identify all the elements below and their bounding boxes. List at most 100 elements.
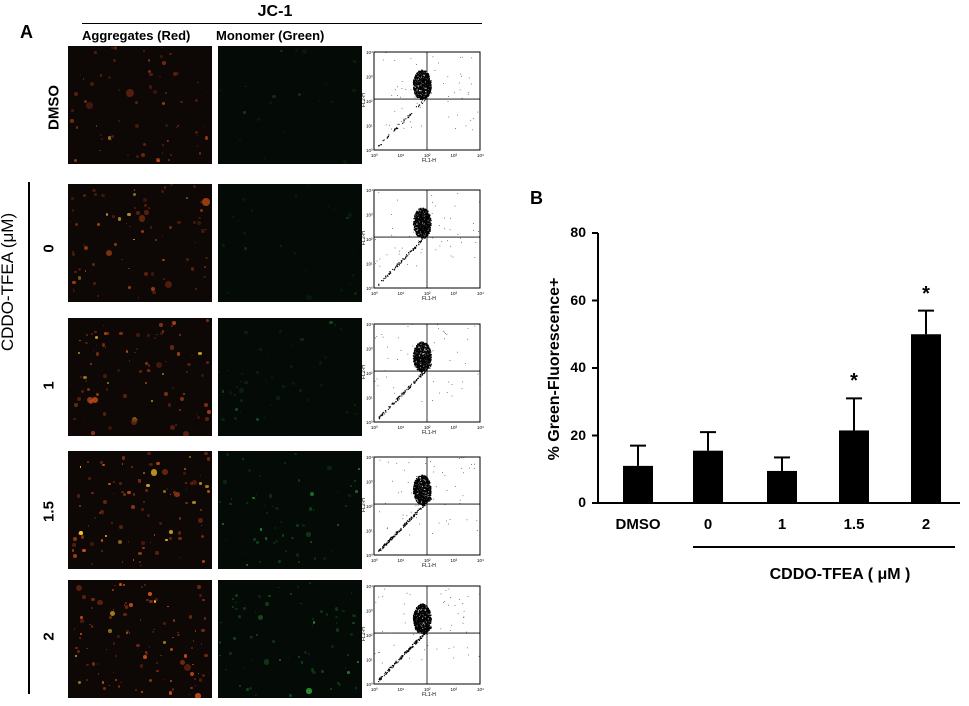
bar-0 (693, 450, 723, 503)
y-tick-label-0: 0 (578, 494, 586, 510)
y-tick-label-20: 20 (570, 426, 586, 443)
svg-text:10⁴: 10⁴ (366, 455, 373, 460)
bar-2 (911, 334, 941, 503)
svg-text:10²: 10² (366, 504, 373, 509)
row-label-dmso: DMSO (45, 85, 63, 130)
svg-text:10⁰: 10⁰ (366, 148, 373, 153)
row-label-1-5: 1.5 (40, 501, 58, 522)
micrograph-red-1 (68, 318, 212, 436)
jc1-header: JC-1 (257, 3, 293, 20)
svg-text:FL1-H: FL1-H (422, 692, 436, 698)
svg-text:10²: 10² (424, 425, 431, 430)
svg-text:FL1-H: FL1-H (422, 430, 436, 436)
svg-text:FL1-H: FL1-H (422, 158, 436, 164)
svg-text:10⁰: 10⁰ (366, 286, 373, 291)
svg-text:10¹: 10¹ (398, 153, 405, 158)
svg-text:10²: 10² (366, 237, 373, 242)
svg-text:10⁴: 10⁴ (477, 153, 484, 158)
chart-axes (592, 232, 960, 504)
flow-plot-2: 10⁰ 10⁰ 10¹ 10¹ 10² 10² 10³ 10³ 10⁴ 10⁴ FL1-H FL2-H (360, 582, 484, 698)
row-label-2: 2 (40, 632, 58, 641)
svg-text:10²: 10² (424, 687, 431, 692)
x-tick-label-DMSO: DMSO (615, 516, 661, 533)
x-axis-label: CDDO-TFEA ( μM ) (769, 566, 911, 583)
svg-text:10³: 10³ (366, 75, 373, 80)
svg-text:10⁰: 10⁰ (366, 420, 373, 425)
x-tick-label-1.5: 1.5 (843, 516, 865, 533)
svg-text:10⁰: 10⁰ (371, 687, 378, 692)
svg-text:10⁰: 10⁰ (371, 425, 378, 430)
svg-text:10¹: 10¹ (366, 262, 373, 267)
y-tick-label-60: 60 (570, 291, 586, 308)
svg-text:10¹: 10¹ (366, 658, 373, 663)
micrograph-green-2 (218, 580, 362, 698)
svg-text:10⁴: 10⁴ (477, 291, 484, 296)
row-label-1: 1 (40, 381, 58, 390)
bar-DMSO (623, 465, 653, 503)
svg-text:10⁴: 10⁴ (477, 687, 484, 692)
micrograph-red-dmso (68, 46, 212, 164)
svg-text:FL1-H: FL1-H (422, 563, 436, 569)
svg-text:10¹: 10¹ (398, 687, 405, 692)
svg-text:10²: 10² (424, 153, 431, 158)
svg-text:10⁰: 10⁰ (371, 558, 378, 563)
svg-text:10¹: 10¹ (398, 558, 405, 563)
svg-text:10²: 10² (424, 558, 431, 563)
significance-star-1.5: * (850, 370, 858, 393)
svg-text:FL2-H: FL2-H (361, 627, 367, 641)
flow-plot-0: 10⁰ 10⁰ 10¹ 10¹ 10² 10² 10³ 10³ 10⁴ 10⁴ FL1-H FL2-H (360, 186, 484, 302)
svg-text:10⁴: 10⁴ (477, 425, 484, 430)
svg-text:10³: 10³ (451, 291, 458, 296)
micrograph-red-0 (68, 184, 212, 302)
svg-text:10¹: 10¹ (398, 425, 405, 430)
x-tick-label-2: 2 (921, 516, 931, 533)
svg-text:10³: 10³ (366, 609, 373, 614)
svg-text:10⁰: 10⁰ (371, 291, 378, 296)
significance-star-2: * (922, 282, 930, 305)
micrograph-green-0 (218, 184, 362, 302)
micrograph-green-1 (218, 318, 362, 436)
flow-plot-dmso: 10⁰ 10⁰ 10¹ 10¹ 10² 10² 10³ 10³ 10⁴ 10⁴ FL1-H FL2-H (360, 48, 484, 164)
micrograph-green-1-5 (218, 451, 362, 569)
svg-text:10³: 10³ (451, 687, 458, 692)
bar-chart (592, 232, 960, 504)
column-header-red: Aggregates (Red) (82, 28, 191, 43)
micrograph-red-1-5 (68, 451, 212, 569)
panel-b-letter: B (530, 188, 543, 208)
svg-text:10¹: 10¹ (366, 124, 373, 129)
svg-text:10³: 10³ (451, 425, 458, 430)
svg-text:10⁴: 10⁴ (366, 584, 373, 589)
panel-a-letter: A (20, 22, 33, 42)
x-tick-label-1: 1 (777, 516, 787, 533)
svg-text:10⁰: 10⁰ (366, 553, 373, 558)
chart-error-bars (630, 309, 934, 471)
chart-bars (623, 334, 941, 503)
treatment-bracket (28, 182, 30, 694)
svg-text:10¹: 10¹ (366, 529, 373, 534)
svg-text:10⁴: 10⁴ (366, 188, 373, 193)
column-header-green: Monomer (Green) (216, 28, 325, 43)
row-label-0: 0 (40, 244, 58, 253)
svg-text:10³: 10³ (366, 213, 373, 218)
svg-text:10²: 10² (366, 371, 373, 376)
svg-text:10⁴: 10⁴ (366, 322, 373, 327)
svg-text:10³: 10³ (366, 480, 373, 485)
flow-plot-1: 10⁰ 10⁰ 10¹ 10¹ 10² 10² 10³ 10³ 10⁴ 10⁴ FL1-H FL2-H (360, 320, 484, 436)
svg-text:FL2-H: FL2-H (361, 231, 367, 245)
micrograph-green-dmso (218, 46, 362, 164)
svg-text:10³: 10³ (451, 153, 458, 158)
treatment-underline (693, 546, 955, 548)
svg-text:FL2-H: FL2-H (361, 498, 367, 512)
y-tick-label-80: 80 (570, 224, 586, 240)
header-underline (82, 23, 482, 24)
svg-text:10²: 10² (424, 291, 431, 296)
flow-plot-1-5: 10⁰ 10⁰ 10¹ 10¹ 10² 10² 10³ 10³ 10⁴ 10⁴ FL1-H FL2-H (360, 453, 484, 569)
svg-text:FL2-H: FL2-H (361, 365, 367, 379)
svg-text:10⁴: 10⁴ (366, 50, 373, 55)
svg-text:10³: 10³ (366, 347, 373, 352)
svg-text:10²: 10² (366, 633, 373, 638)
svg-text:10²: 10² (366, 99, 373, 104)
x-tick-label-0: 0 (703, 516, 713, 533)
micrograph-red-2 (68, 580, 212, 698)
